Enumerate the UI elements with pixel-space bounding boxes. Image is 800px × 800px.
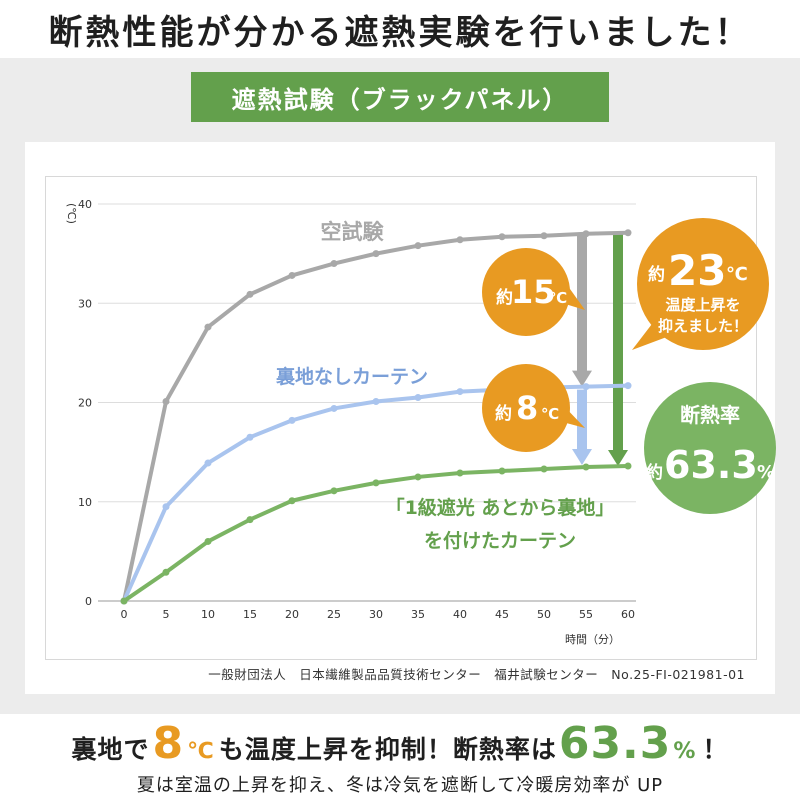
callout-23-note2: 抑えました！: [658, 317, 748, 335]
callout-23-unit: ℃: [726, 264, 748, 285]
data-point: [540, 232, 548, 240]
data-point: [372, 398, 380, 406]
y-tick-label: 0: [85, 595, 92, 608]
data-point: [582, 463, 590, 471]
rate-prefix: 約: [646, 462, 663, 483]
data-point: [414, 473, 422, 481]
x-tick-label: 5: [163, 608, 170, 621]
y-tick-label: 10: [78, 496, 92, 509]
page-title: 断熱性能が分かる遮熱実験を行いました！: [48, 12, 752, 53]
x-tick-label: 25: [327, 608, 341, 621]
x-tick-label: 60: [621, 608, 635, 621]
data-point: [246, 516, 254, 524]
x-tick-label: 35: [411, 608, 425, 621]
chart-title: 遮熱試験（ブラックパネル）: [231, 85, 569, 114]
rate-title: 断熱率: [680, 403, 740, 427]
rate-value: 63.3: [664, 443, 758, 487]
callout-23-value: 23: [668, 246, 726, 295]
y-tick-label: 20: [78, 397, 92, 410]
arrow-layer: [572, 232, 628, 467]
data-point: [288, 271, 296, 279]
data-point: [162, 503, 170, 511]
data-point: [582, 383, 590, 391]
axis-layer: 0 10 20 30 40 0 5 10 15 20 25 30 35 40 45 50 55 60 (℃) 時間（分…: [65, 198, 635, 646]
data-point: [246, 433, 254, 441]
footer-text-3: ！: [702, 735, 729, 764]
chart-title-banner: 遮熱試験（ブラックパネル）: [191, 72, 609, 122]
data-point: [624, 462, 632, 470]
data-point: [540, 465, 548, 473]
data-point: [246, 290, 254, 298]
data-point: [330, 260, 338, 268]
data-point: [204, 323, 212, 331]
arrow-gray-to-green: [608, 232, 628, 467]
x-tick-label: 45: [495, 608, 509, 621]
source-credit: 一般財団法人 日本繊維製品品質技術センター 福井試験センター No.25-FI-…: [208, 667, 745, 682]
x-tick-label: 50: [537, 608, 551, 621]
y-tick-label: 30: [78, 297, 92, 310]
arrow-gray-to-blue: [572, 233, 592, 387]
data-point: [372, 479, 380, 487]
data-point: [414, 394, 422, 402]
data-point: [624, 382, 632, 390]
footer-unit-c: ℃: [187, 739, 215, 764]
data-point: [456, 388, 464, 396]
page-header: 断熱性能が分かる遮熱実験を行いました！: [0, 0, 800, 58]
callout-15-prefix: 約: [496, 287, 513, 308]
footer-headline: 裏地で 8 ℃ も温度上昇を抑制！断熱率は 63.3 % ！: [0, 712, 800, 770]
data-point: [414, 242, 422, 250]
data-point: [204, 459, 212, 467]
series-label-blue: 裏地なしカーテン: [275, 365, 428, 388]
footer-subline: 夏は室温の上昇を抑え、冬は冷気を遮断して冷暖房効率が UP: [136, 775, 664, 796]
rate-unit: %: [757, 462, 775, 483]
callout-15-unit: ℃: [549, 289, 567, 307]
footer-text-1: 裏地で: [71, 735, 150, 764]
x-tick-label: 55: [579, 608, 593, 621]
callout-diff-15: 約 15 ℃: [482, 248, 585, 336]
callout-8-unit: ℃: [541, 405, 559, 423]
x-axis-label: 時間（分）: [565, 633, 620, 646]
x-tick-label: 40: [453, 608, 467, 621]
data-point: [582, 230, 590, 238]
callout-15-value: 15: [511, 273, 556, 311]
callout-insulation-rate: 断熱率 約 63.3 %: [644, 382, 776, 514]
x-tick-label: 30: [369, 608, 383, 621]
callout-23-note1: 温度上昇を: [665, 296, 740, 314]
callout-23-prefix: 約: [648, 264, 665, 285]
data-point: [120, 597, 128, 605]
data-point: [372, 250, 380, 258]
footer-unit-percent: %: [673, 739, 697, 764]
data-point: [624, 229, 632, 237]
x-tick-label: 0: [121, 608, 128, 621]
data-point: [288, 497, 296, 505]
data-point: [288, 416, 296, 424]
series-label-green-line1: 「1級遮光 あとから裏地」: [386, 496, 615, 519]
footer-number-rate: 63.3: [558, 718, 672, 769]
y-axis-label: (℃): [65, 203, 78, 224]
data-point: [162, 568, 170, 576]
arrow-blue-to-green: [572, 389, 592, 466]
data-point: [498, 233, 506, 241]
callout-diff-8: 約 8 ℃: [482, 364, 585, 452]
series-label-green-line2: を付けたカーテン: [424, 529, 576, 552]
data-point: [456, 236, 464, 244]
data-point: [330, 404, 338, 412]
callout-diff-23: 約 23 ℃ 温度上昇を 抑えました！: [632, 218, 769, 350]
y-tick-label: 40: [78, 198, 92, 211]
footer-number-8: 8: [152, 718, 185, 769]
x-tick-label: 15: [243, 608, 257, 621]
data-point: [498, 467, 506, 475]
x-tick-label: 10: [201, 608, 215, 621]
data-point: [162, 398, 170, 406]
data-point: [330, 487, 338, 495]
data-point: [204, 537, 212, 545]
callout-8-prefix: 約: [495, 403, 512, 424]
series-label-gray: 空試験: [321, 220, 385, 244]
callout-8-value: 8: [516, 389, 538, 427]
x-tick-label: 20: [285, 608, 299, 621]
data-point: [456, 469, 464, 477]
footer-text-2: も温度上昇を抑制！断熱率は: [218, 735, 557, 764]
